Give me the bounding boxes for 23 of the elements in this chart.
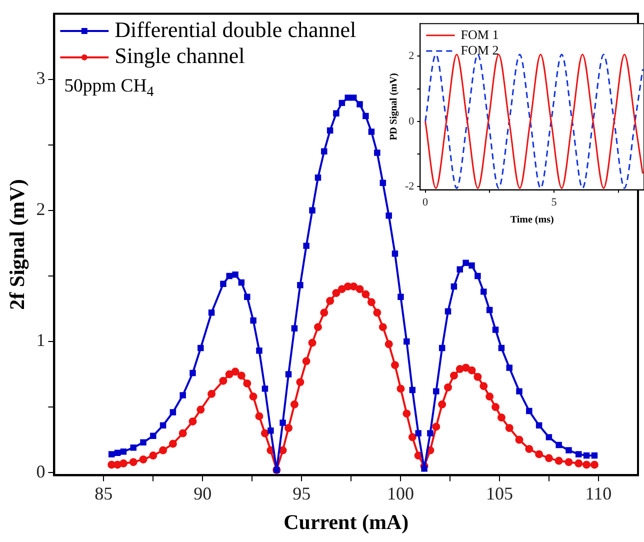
x-tick-label: 110 — [585, 484, 612, 504]
x-tick-label: 85 — [94, 484, 113, 504]
legend-label: FOM 1 — [460, 26, 499, 42]
y-axis-title: 2f Signal (mV) — [5, 179, 30, 310]
y-tick-label: -2 — [404, 180, 414, 192]
x-axis-title: Time (ms) — [510, 214, 554, 226]
x-tick-label: 105 — [486, 484, 513, 504]
y-tick-label: 2 — [408, 50, 414, 62]
line-series — [424, 54, 644, 189]
legend-label: FOM 2 — [460, 42, 499, 58]
y-axis-title: PD Signal (mV) — [388, 73, 400, 140]
x-tick-label: 95 — [292, 484, 311, 504]
legend-label: Single channel — [114, 43, 245, 68]
legend-label: Differential double channel — [114, 16, 356, 42]
y-tick-label: 3 — [36, 68, 46, 88]
y-tick-label: 1 — [36, 330, 46, 350]
y-tick-label: 0 — [36, 461, 46, 482]
x-tick-label: 90 — [194, 484, 212, 504]
y-tick-label: 0 — [408, 115, 415, 128]
x-tick-label: 5 — [551, 196, 558, 208]
x-axis-title: Current (mA) — [284, 510, 409, 534]
x-tick-label: 100 — [387, 484, 414, 504]
y-tick-label: 2 — [36, 199, 46, 220]
